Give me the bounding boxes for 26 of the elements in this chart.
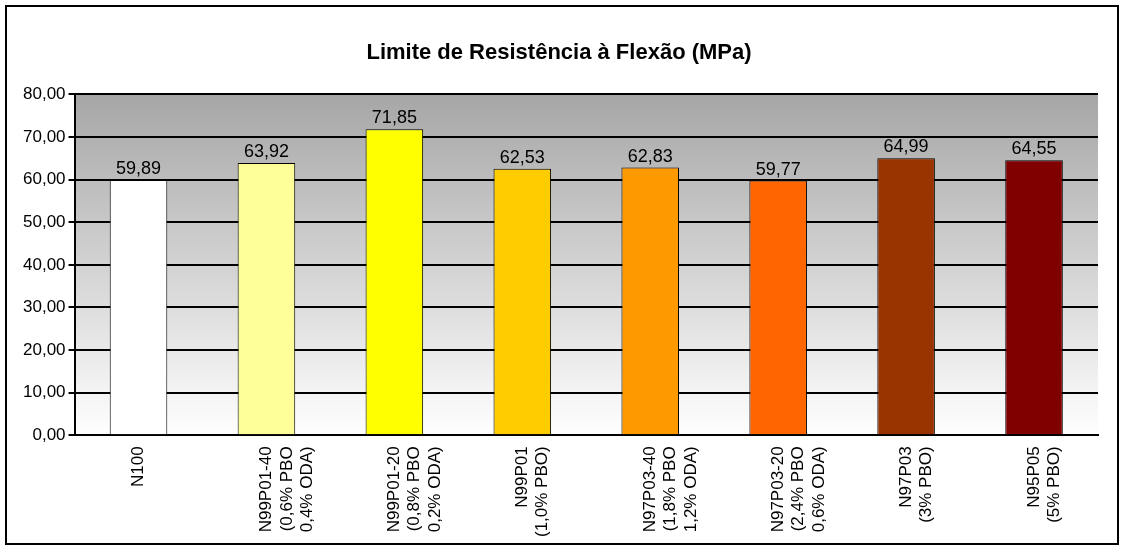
data-label: 59,77 — [755, 158, 801, 179]
x-tick-label: N97P03 (3% PBO) — [895, 446, 936, 523]
x-tick-label: N100 — [128, 446, 148, 487]
y-tick-label: 40,00 — [22, 254, 66, 274]
data-label: 63,92 — [243, 140, 289, 161]
y-tick-label: 20,00 — [22, 339, 66, 359]
y-tick-label: 80,00 — [22, 84, 66, 104]
y-tick-label: 0,00 — [32, 424, 66, 444]
x-tick-label: N99P01 (1,0% PBO) — [511, 446, 552, 538]
data-label: 59,89 — [115, 158, 162, 179]
y-tick-label: 30,00 — [22, 297, 66, 317]
x-tick-label: N95P05 (5% PBO) — [1023, 446, 1064, 523]
data-label: 62,53 — [499, 146, 545, 167]
data-label: 64,55 — [1011, 138, 1057, 159]
y-tick-label: 50,00 — [22, 211, 66, 231]
chart-title: Limite de Resistência à Flexão (MPa) — [366, 39, 752, 65]
x-tick-label: N99P01-20 (0,8% PBO 0,2% ODA) — [384, 446, 444, 533]
data-label: 64,99 — [883, 136, 929, 157]
y-tick-label: 70,00 — [22, 126, 66, 146]
y-tick-label: 60,00 — [22, 169, 66, 189]
x-tick-label: N97P03-20 (2,4% PBO 0,6% ODA) — [767, 446, 828, 533]
y-tick-label: 10,00 — [22, 382, 66, 402]
x-tick-label: N99P01-40 (0,6% PBO 0,4% ODA) — [256, 446, 316, 533]
data-label: 62,83 — [627, 145, 673, 166]
x-tick-label: N97P03-40 (1,8% PBO 1,2% ODA) — [639, 446, 700, 533]
data-label: 71,85 — [371, 107, 417, 128]
